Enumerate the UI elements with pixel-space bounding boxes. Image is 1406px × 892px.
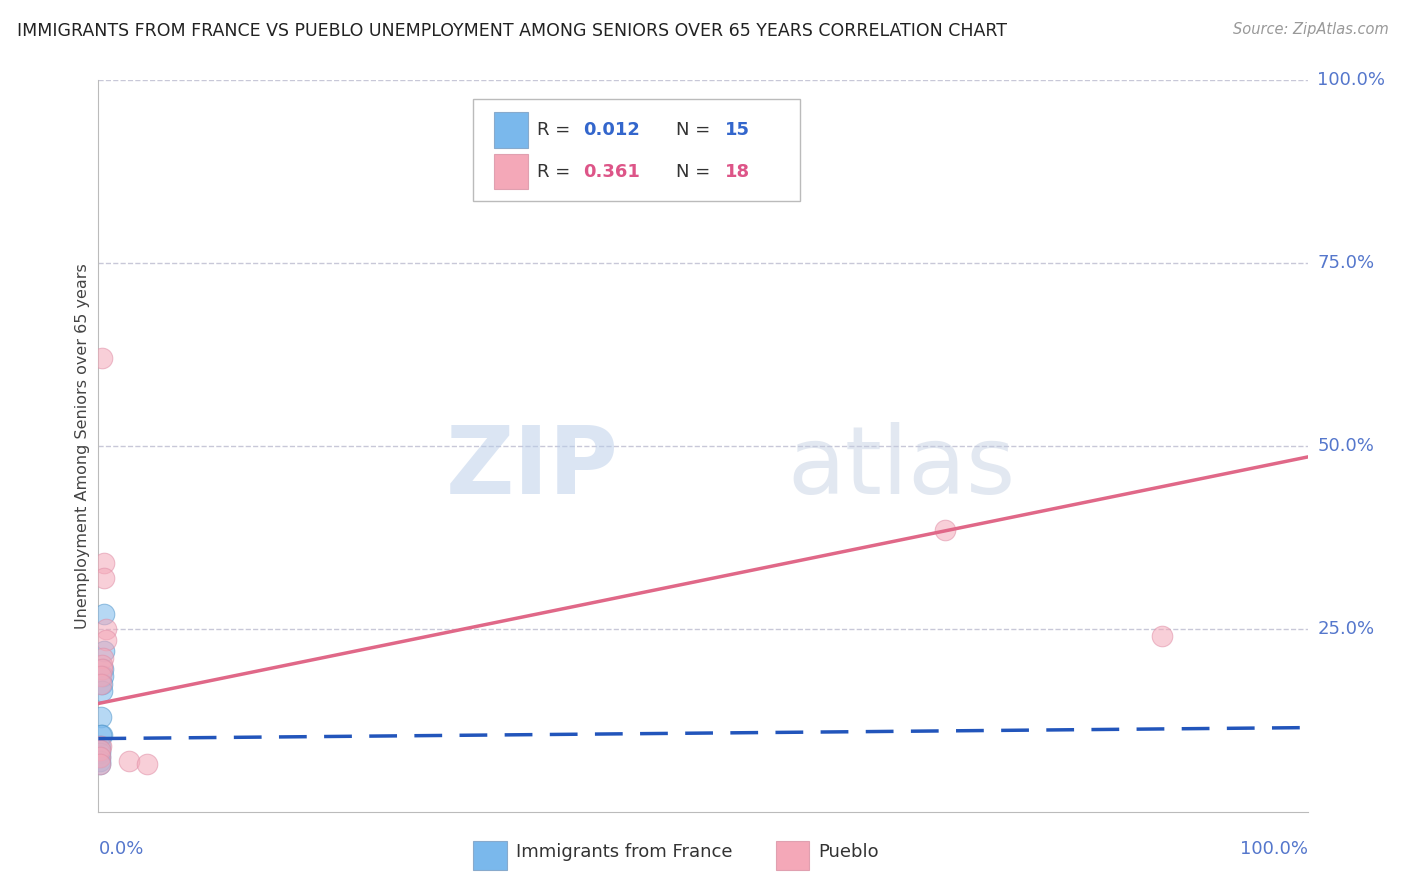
FancyBboxPatch shape bbox=[474, 99, 800, 201]
Point bbox=[90, 728, 112, 742]
Text: 25.0%: 25.0% bbox=[1317, 620, 1375, 638]
Point bbox=[91, 658, 114, 673]
Point bbox=[94, 632, 117, 647]
Point bbox=[1152, 629, 1174, 643]
Point bbox=[89, 742, 111, 756]
Bar bbox=[494, 154, 527, 189]
Point bbox=[135, 757, 157, 772]
Point bbox=[89, 739, 111, 753]
Point bbox=[91, 651, 114, 665]
Text: 75.0%: 75.0% bbox=[1317, 254, 1375, 272]
Point bbox=[94, 622, 117, 636]
Text: atlas: atlas bbox=[787, 422, 1017, 514]
Point bbox=[93, 607, 115, 622]
Bar bbox=[494, 112, 527, 147]
Bar bbox=[776, 841, 810, 871]
Text: 0.012: 0.012 bbox=[583, 121, 640, 139]
Text: R =: R = bbox=[537, 162, 576, 181]
Point bbox=[89, 746, 111, 760]
Text: 15: 15 bbox=[724, 121, 749, 139]
Text: ZIP: ZIP bbox=[446, 422, 619, 514]
Text: 100.0%: 100.0% bbox=[1317, 71, 1385, 89]
Text: N =: N = bbox=[676, 121, 717, 139]
Point bbox=[91, 351, 114, 366]
Point bbox=[89, 757, 111, 772]
Point bbox=[90, 669, 112, 683]
Point bbox=[91, 662, 114, 676]
Point bbox=[93, 571, 115, 585]
Point bbox=[89, 749, 111, 764]
Point bbox=[118, 754, 141, 768]
Point bbox=[93, 556, 115, 570]
Point bbox=[90, 709, 112, 723]
Point bbox=[90, 676, 112, 690]
Text: Immigrants from France: Immigrants from France bbox=[516, 843, 733, 861]
Text: 0.361: 0.361 bbox=[583, 162, 640, 181]
Point bbox=[91, 676, 114, 690]
Text: 100.0%: 100.0% bbox=[1240, 839, 1308, 857]
Point bbox=[93, 644, 115, 658]
Point bbox=[89, 754, 111, 768]
Point bbox=[89, 757, 111, 772]
Bar bbox=[474, 841, 508, 871]
Text: IMMIGRANTS FROM FRANCE VS PUEBLO UNEMPLOYMENT AMONG SENIORS OVER 65 YEARS CORREL: IMMIGRANTS FROM FRANCE VS PUEBLO UNEMPLO… bbox=[17, 22, 1007, 40]
Point bbox=[91, 669, 114, 683]
Text: 18: 18 bbox=[724, 162, 749, 181]
Text: N =: N = bbox=[676, 162, 717, 181]
Text: 50.0%: 50.0% bbox=[1317, 437, 1374, 455]
Text: 0.0%: 0.0% bbox=[98, 839, 143, 857]
Text: R =: R = bbox=[537, 121, 576, 139]
Point bbox=[90, 739, 112, 753]
Point bbox=[89, 749, 111, 764]
Point bbox=[934, 523, 956, 537]
Point bbox=[91, 684, 114, 698]
Text: Pueblo: Pueblo bbox=[818, 843, 879, 861]
Point bbox=[91, 662, 114, 676]
Text: Source: ZipAtlas.com: Source: ZipAtlas.com bbox=[1233, 22, 1389, 37]
Point bbox=[89, 742, 111, 756]
Point bbox=[91, 728, 114, 742]
Y-axis label: Unemployment Among Seniors over 65 years: Unemployment Among Seniors over 65 years bbox=[75, 263, 90, 629]
